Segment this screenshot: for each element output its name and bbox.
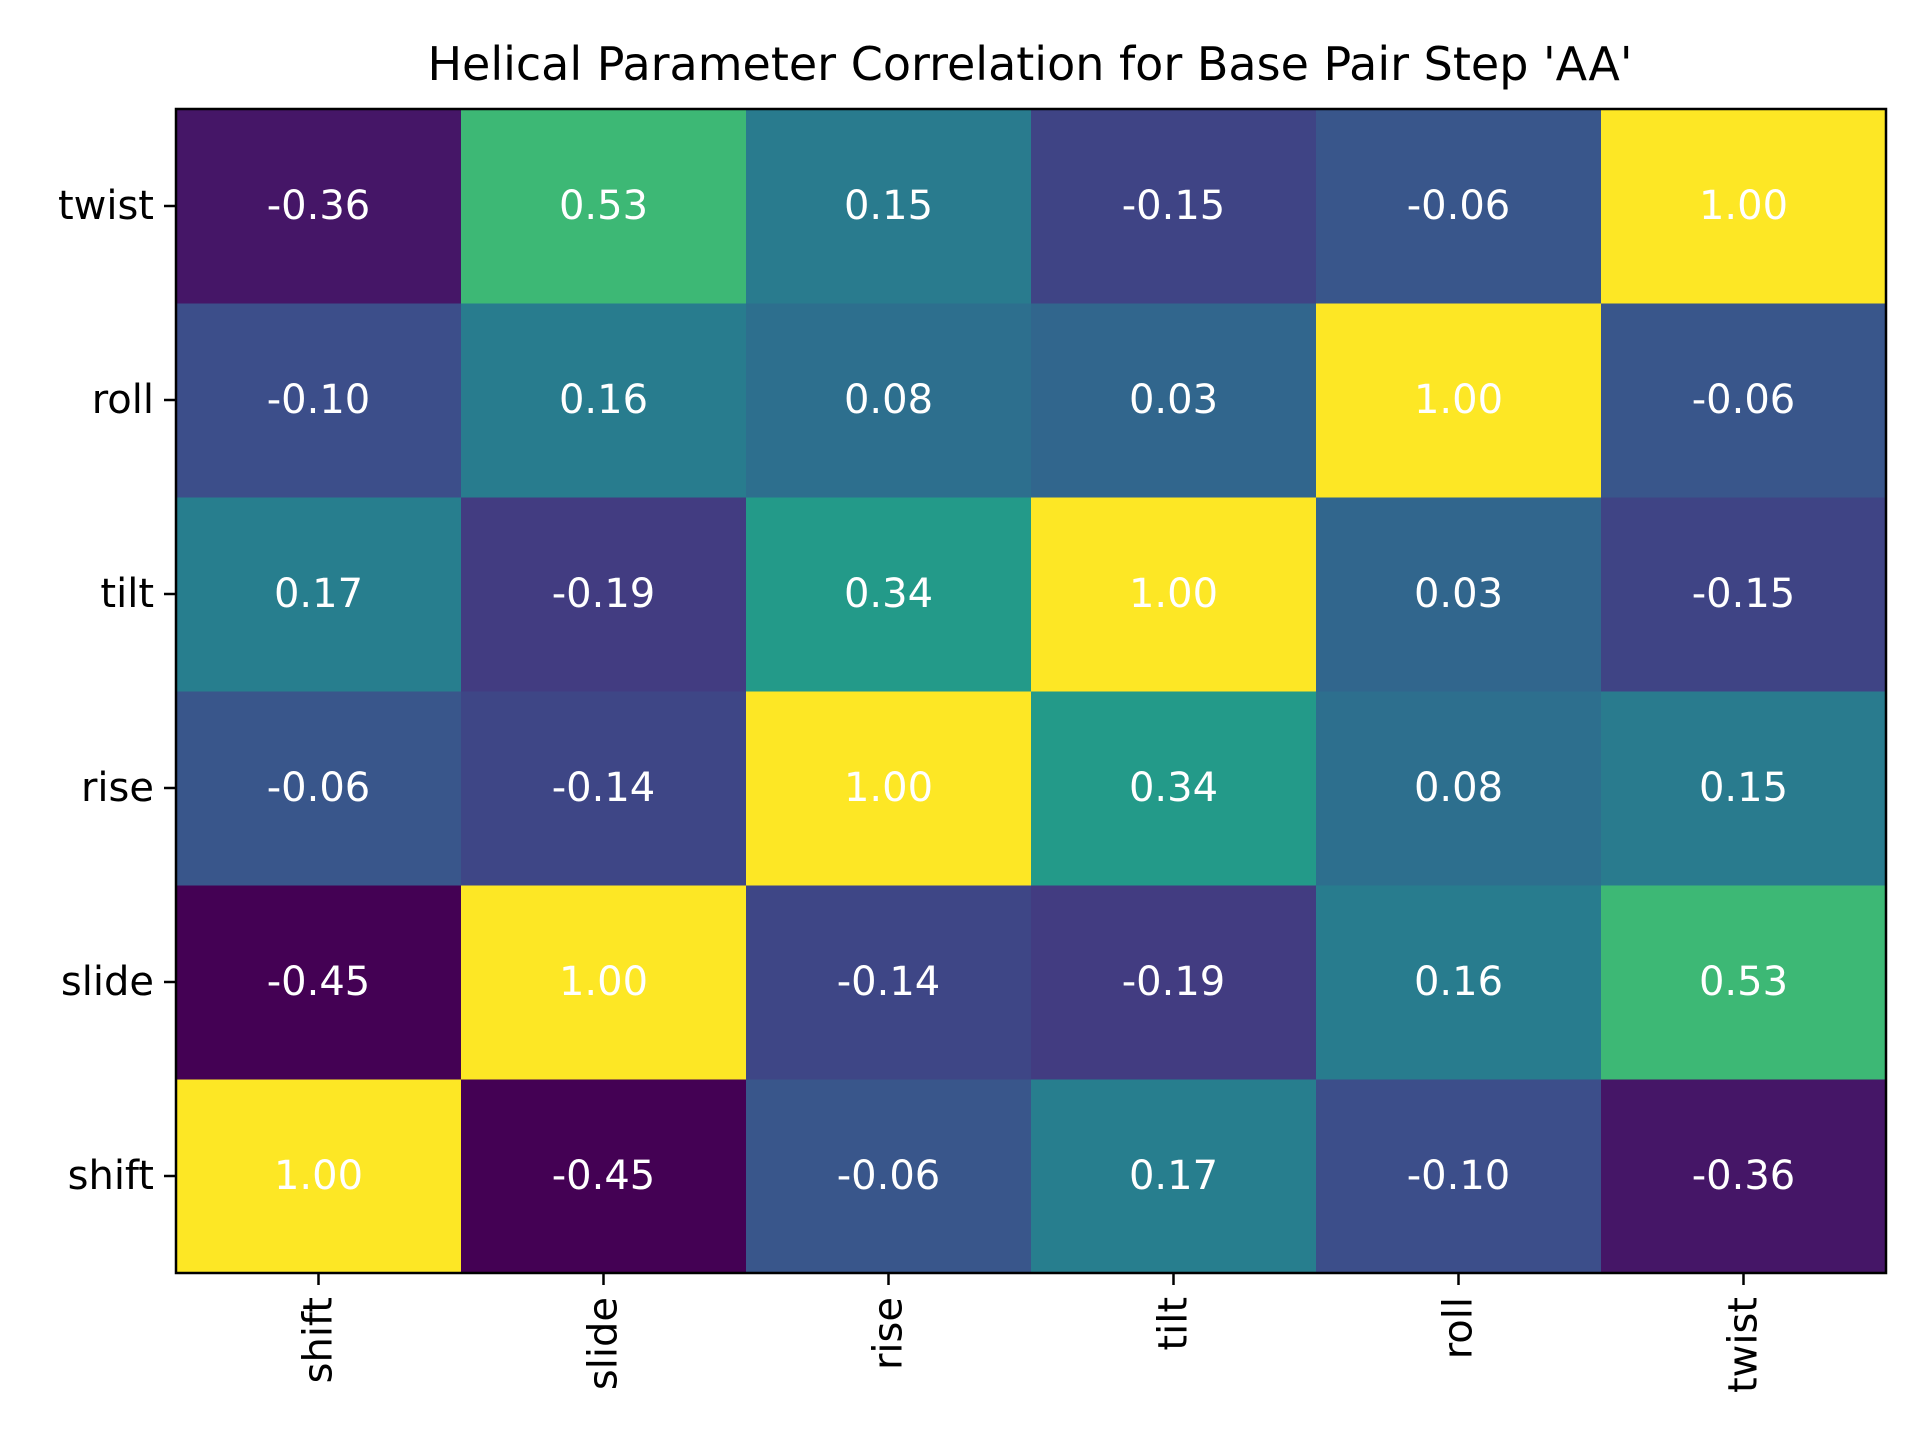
heatmap-cell-shift-shift: [176, 1079, 462, 1274]
cell-value-label: -0.45: [267, 959, 371, 1005]
heatmap-cell-slide-tilt: [1031, 885, 1317, 1080]
cell-value-label: 0.16: [559, 377, 648, 423]
cell-value-label: -0.14: [552, 765, 656, 811]
cell-value-label: -0.15: [1122, 183, 1226, 229]
heatmap-cell-tilt-tilt: [1031, 497, 1317, 692]
cell-value-label: -0.19: [1122, 959, 1226, 1005]
cell-value-label: 0.34: [1129, 765, 1218, 811]
heatmap-cell-roll-rise: [746, 303, 1032, 498]
y-tick-label: shift: [68, 1153, 154, 1199]
heatmap-cell-roll-slide: [461, 303, 747, 498]
heatmap-cell-twist-shift: [176, 109, 462, 304]
y-tick-label: twist: [58, 183, 154, 229]
y-tick-label: rise: [81, 765, 154, 811]
cell-value-label: 0.53: [559, 183, 648, 229]
x-tick-label: roll: [1436, 1297, 1482, 1359]
y-tick-label: slide: [61, 959, 154, 1005]
heatmap-cell-slide-roll: [1316, 885, 1602, 1080]
heatmap-cells: 1.00 -0.45 -0.06 0.17 -0.10 -0.36 -0.45 1.00 -0.…: [176, 109, 1887, 1274]
heatmap-cell-rise-slide: [461, 691, 747, 886]
cell-value-label: -0.14: [837, 959, 941, 1005]
cell-value-label: 0.16: [1414, 959, 1503, 1005]
x-tick-label: tilt: [1151, 1297, 1197, 1351]
y-tick-label: roll: [92, 377, 154, 423]
cell-value-label: 0.15: [1699, 765, 1788, 811]
axis-ticks: shift slide rise tilt roll twist shift slide ris…: [58, 183, 1767, 1393]
cell-value-label: 0.08: [1414, 765, 1503, 811]
heatmap-cell-shift-slide: [461, 1079, 747, 1274]
plot-frame: [174, 107, 1888, 1275]
heatmap-cell-rise-shift: [176, 691, 462, 886]
heatmap-cell-tilt-roll: [1316, 497, 1602, 692]
heatmap-cell-tilt-shift: [176, 497, 462, 692]
heatmap-cell-tilt-rise: [746, 497, 1032, 692]
heatmap-cell-twist-slide: [461, 109, 747, 304]
cell-value-label: -0.45: [552, 1153, 656, 1199]
cell-value-label: 0.17: [274, 571, 363, 617]
chart-title: Helical Parameter Correlation for Base P…: [427, 37, 1632, 91]
heatmap-cell-twist-tilt: [1031, 109, 1317, 304]
cell-value-label: -0.10: [1407, 1153, 1511, 1199]
x-tick-label: twist: [1721, 1297, 1767, 1393]
cell-value-label: 0.17: [1129, 1153, 1218, 1199]
cell-value-label: 0.53: [1699, 959, 1788, 1005]
cell-value-label: 1.00: [559, 959, 648, 1005]
heatmap-cell-slide-twist: [1601, 885, 1887, 1080]
heatmap-cell-slide-rise: [746, 885, 1032, 1080]
x-tick-label: slide: [581, 1297, 627, 1390]
heatmap-cell-rise-twist: [1601, 691, 1887, 886]
heatmap-cell-roll-roll: [1316, 303, 1602, 498]
cell-value-label: -0.06: [1692, 377, 1796, 423]
cell-value-label: 1.00: [844, 765, 933, 811]
heatmap-cell-roll-tilt: [1031, 303, 1317, 498]
y-tick-label: tilt: [100, 571, 154, 617]
cell-value-label: -0.15: [1692, 571, 1796, 617]
heatmap-cell-slide-shift: [176, 885, 462, 1080]
heatmap-cell-roll-shift: [176, 303, 462, 498]
cell-value-label: 1.00: [1414, 377, 1503, 423]
cell-value-label: 1.00: [1699, 183, 1788, 229]
heatmap-cell-roll-twist: [1601, 303, 1887, 498]
cell-value-label: -0.36: [1692, 1153, 1796, 1199]
heatmap-cell-twist-twist: [1601, 109, 1887, 304]
heatmap-cell-shift-tilt: [1031, 1079, 1317, 1274]
cell-value-label: 0.15: [844, 183, 933, 229]
heatmap-cell-tilt-twist: [1601, 497, 1887, 692]
heatmap-cell-rise-tilt: [1031, 691, 1317, 886]
x-tick-label: shift: [296, 1297, 342, 1383]
cell-value-label: 1.00: [1129, 571, 1218, 617]
cell-value-label: 0.34: [844, 571, 933, 617]
heatmap-cell-twist-rise: [746, 109, 1032, 304]
cell-value-label: 0.08: [844, 377, 933, 423]
x-tick-label: rise: [866, 1297, 912, 1370]
cell-value-label: -0.06: [837, 1153, 941, 1199]
heatmap-cell-rise-roll: [1316, 691, 1602, 886]
heatmap-cell-slide-slide: [461, 885, 747, 1080]
cell-value-label: -0.19: [552, 571, 656, 617]
cell-value-label: 1.00: [274, 1153, 363, 1199]
heatmap-cell-shift-roll: [1316, 1079, 1602, 1274]
cell-value-label: -0.36: [267, 183, 371, 229]
heatmap-cell-shift-rise: [746, 1079, 1032, 1274]
heatmap-cell-rise-rise: [746, 691, 1032, 886]
cell-value-label: -0.06: [1407, 183, 1511, 229]
cell-value-label: 0.03: [1129, 377, 1218, 423]
cell-value-label: -0.10: [267, 377, 371, 423]
cell-value-label: -0.06: [267, 765, 371, 811]
cell-value-label: 0.03: [1414, 571, 1503, 617]
heatmap-cell-shift-twist: [1601, 1079, 1887, 1274]
heatmap-cell-twist-roll: [1316, 109, 1602, 304]
heatmap-cell-tilt-slide: [461, 497, 747, 692]
